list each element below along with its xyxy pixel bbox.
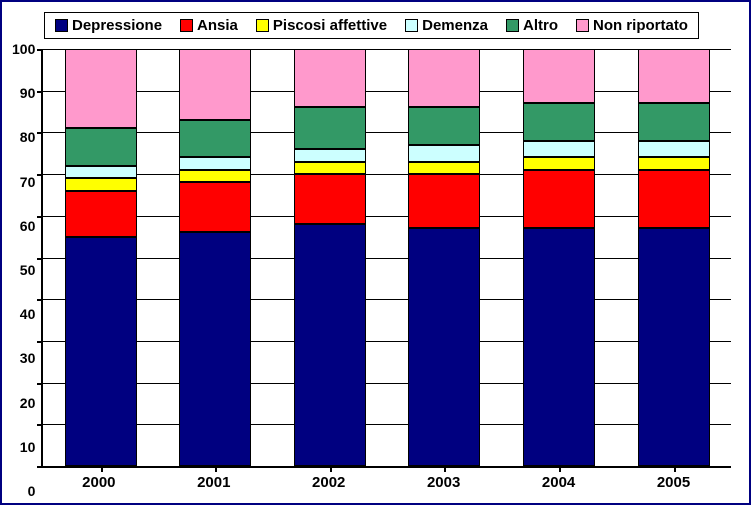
- legend-label: Piscosi affettive: [273, 17, 387, 34]
- bar-segment-nonrip: [523, 49, 595, 103]
- x-tick-label: 2000: [82, 474, 115, 491]
- legend-item-nonrip: Non riportato: [576, 17, 688, 34]
- legend-item-depressione: Depressione: [55, 17, 162, 34]
- bar-segment-altro: [294, 107, 366, 149]
- bar-segment-depressione: [179, 232, 251, 466]
- plot-area: 100 90 80 70 60 50 40 30 20 10 0 2000200…: [12, 49, 731, 491]
- bar-segment-nonrip: [65, 49, 137, 128]
- bar-segment-depressione: [523, 228, 595, 466]
- y-tick-label: 100: [12, 41, 35, 57]
- x-tick: [444, 466, 446, 472]
- x-tick: [330, 466, 332, 472]
- x-tick: [559, 466, 561, 472]
- legend-item-demenza: Demenza: [405, 17, 488, 34]
- bar: [294, 49, 366, 466]
- x-tick: [215, 466, 217, 472]
- legend-label: Demenza: [422, 17, 488, 34]
- y-tick-label: 20: [20, 395, 36, 411]
- y-tick: [37, 466, 43, 468]
- bar-segment-altro: [179, 120, 251, 158]
- bar-segment-altro: [408, 107, 480, 145]
- bar-segment-nonrip: [638, 49, 710, 103]
- legend-label: Depressione: [72, 17, 162, 34]
- bar-segment-psicosi: [638, 157, 710, 170]
- y-axis-labels: 100 90 80 70 60 50 40 30 20 10 0: [12, 41, 41, 499]
- legend-label: Ansia: [197, 17, 238, 34]
- bar-segment-ansia: [179, 182, 251, 232]
- bar-segment-psicosi: [408, 162, 480, 175]
- bar-segment-demenza: [638, 141, 710, 158]
- legend-item-ansia: Ansia: [180, 17, 238, 34]
- bar-segment-ansia: [638, 170, 710, 228]
- x-tick: [674, 466, 676, 472]
- legend-swatch: [256, 19, 269, 32]
- bar-segment-ansia: [65, 191, 137, 237]
- bar: [179, 49, 251, 466]
- bar-segment-demenza: [523, 141, 595, 158]
- bar: [408, 49, 480, 466]
- x-tick: [101, 466, 103, 472]
- legend-swatch: [405, 19, 418, 32]
- bar: [65, 49, 137, 466]
- bar-segment-demenza: [408, 145, 480, 162]
- x-tick-label: 2005: [657, 474, 690, 491]
- bar-segment-nonrip: [179, 49, 251, 120]
- x-tick-label: 2004: [542, 474, 575, 491]
- bar-segment-depressione: [638, 228, 710, 466]
- bar-segment-nonrip: [408, 49, 480, 107]
- legend: Depressione Ansia Piscosi affettive Deme…: [44, 12, 699, 39]
- y-tick-label: 10: [20, 439, 36, 455]
- y-tick-label: 90: [20, 85, 36, 101]
- y-tick-label: 70: [20, 174, 36, 190]
- x-tick-label: 2002: [312, 474, 345, 491]
- bar-segment-altro: [65, 128, 137, 166]
- bar-segment-ansia: [294, 174, 366, 224]
- legend-swatch: [506, 19, 519, 32]
- bar-segment-ansia: [523, 170, 595, 228]
- x-tick-label: 2001: [197, 474, 230, 491]
- y-tick-label: 0: [28, 483, 36, 499]
- y-tick-label: 30: [20, 350, 36, 366]
- bar-segment-depressione: [65, 237, 137, 466]
- bar-segment-ansia: [408, 174, 480, 228]
- legend-swatch: [55, 19, 68, 32]
- plot: [41, 49, 731, 468]
- bar: [523, 49, 595, 466]
- bar: [638, 49, 710, 466]
- bar-segment-demenza: [294, 149, 366, 162]
- y-tick-label: 50: [20, 262, 36, 278]
- bar-segment-psicosi: [523, 157, 595, 170]
- chart-container: Depressione Ansia Piscosi affettive Deme…: [0, 0, 751, 505]
- bar-segment-psicosi: [294, 162, 366, 175]
- legend-label: Non riportato: [593, 17, 688, 34]
- x-tick-label: 2003: [427, 474, 460, 491]
- y-tick-label: 60: [20, 218, 36, 234]
- bars: [43, 49, 731, 466]
- legend-label: Altro: [523, 17, 558, 34]
- legend-swatch: [576, 19, 589, 32]
- legend-item-psicosi: Piscosi affettive: [256, 17, 387, 34]
- bar-segment-altro: [523, 103, 595, 141]
- bar-segment-psicosi: [179, 170, 251, 183]
- x-axis-labels: 2000 2001 2002 2003 2004 2005: [41, 468, 731, 491]
- bar-segment-depressione: [408, 228, 480, 466]
- bar-segment-altro: [638, 103, 710, 141]
- bar-segment-depressione: [294, 224, 366, 466]
- legend-swatch: [180, 19, 193, 32]
- bar-segment-psicosi: [65, 178, 137, 191]
- legend-item-altro: Altro: [506, 17, 558, 34]
- bar-segment-demenza: [65, 166, 137, 179]
- y-tick-label: 80: [20, 129, 36, 145]
- bar-segment-demenza: [179, 157, 251, 170]
- y-tick-label: 40: [20, 306, 36, 322]
- bar-segment-nonrip: [294, 49, 366, 107]
